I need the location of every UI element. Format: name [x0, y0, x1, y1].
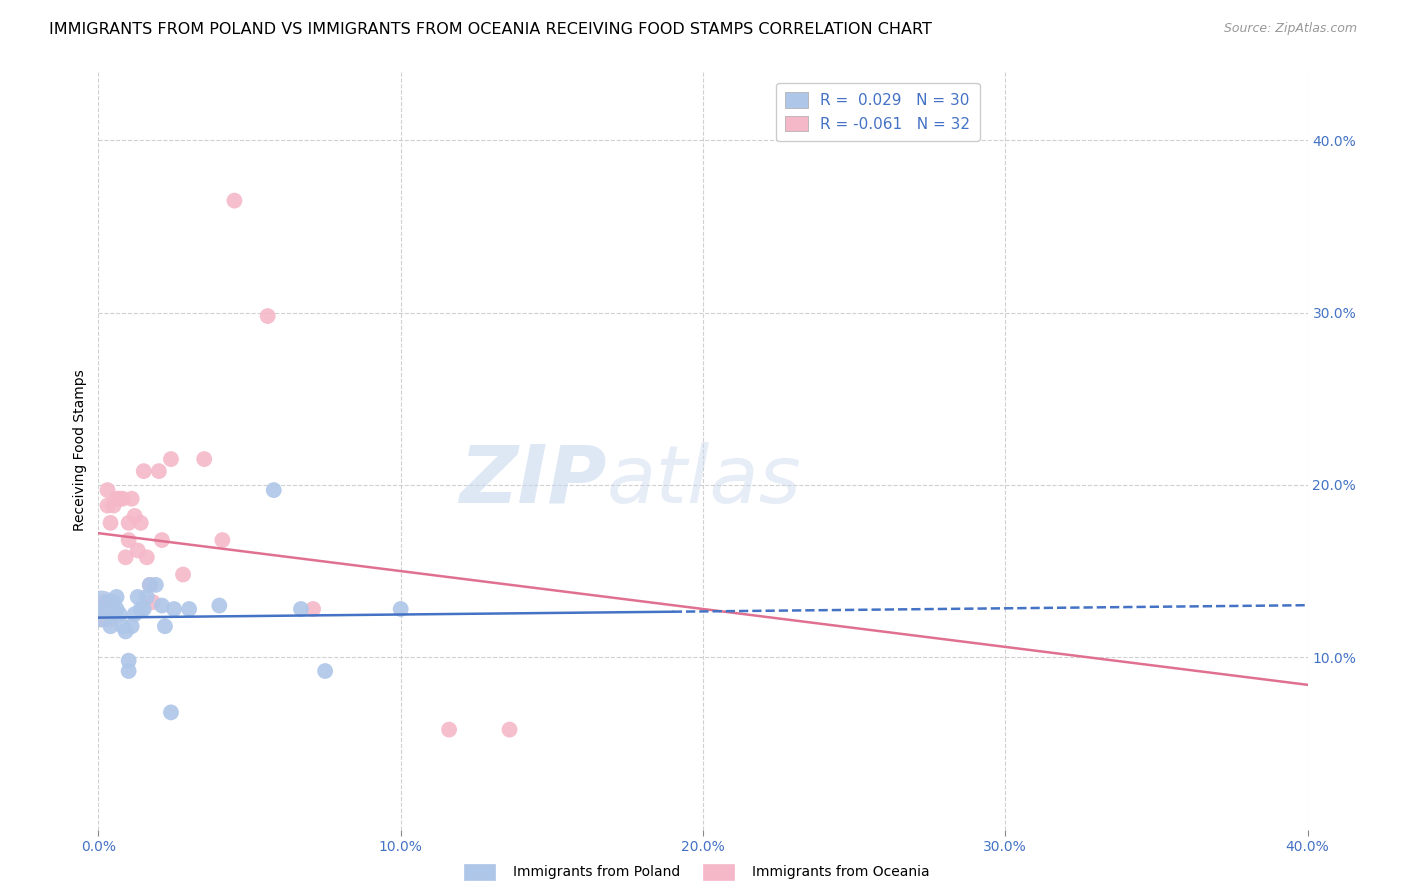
- Point: [100, 602, 122, 616]
- Text: Immigrants from Oceania: Immigrants from Oceania: [752, 865, 929, 880]
- Point: [118, 654, 141, 668]
- Point: [498, 723, 520, 737]
- Point: [108, 491, 131, 506]
- Point: [437, 723, 460, 737]
- Point: [163, 602, 186, 616]
- Point: [108, 607, 131, 622]
- Point: [105, 491, 128, 506]
- Point: [153, 619, 176, 633]
- Point: [179, 602, 201, 616]
- Point: [139, 578, 162, 592]
- Point: [100, 619, 122, 633]
- Point: [302, 602, 325, 616]
- Legend: R =  0.029   N = 30, R = -0.061   N = 32: R = 0.029 N = 30, R = -0.061 N = 32: [776, 83, 980, 141]
- Point: [93, 602, 115, 616]
- Point: [118, 664, 141, 678]
- Point: [124, 607, 146, 622]
- Point: [124, 508, 146, 523]
- Text: IMMIGRANTS FROM POLAND VS IMMIGRANTS FROM OCEANIA RECEIVING FOOD STAMPS CORRELAT: IMMIGRANTS FROM POLAND VS IMMIGRANTS FRO…: [49, 22, 932, 37]
- Point: [96, 483, 118, 497]
- Text: atlas: atlas: [606, 442, 801, 520]
- Point: [145, 578, 167, 592]
- Point: [93, 595, 115, 609]
- Point: [103, 595, 125, 609]
- Point: [103, 499, 125, 513]
- Point: [127, 543, 149, 558]
- Point: [256, 309, 278, 323]
- Point: [129, 516, 152, 530]
- Point: [127, 590, 149, 604]
- Point: [132, 464, 155, 478]
- Point: [139, 578, 162, 592]
- Text: Immigrants from Poland: Immigrants from Poland: [513, 865, 681, 880]
- Point: [150, 599, 173, 613]
- Point: [96, 595, 118, 609]
- Point: [135, 590, 157, 604]
- Point: [142, 595, 165, 609]
- Point: [290, 602, 312, 616]
- Point: [211, 533, 233, 547]
- Point: [105, 590, 128, 604]
- Point: [150, 533, 173, 547]
- Text: ZIP: ZIP: [458, 442, 606, 520]
- Point: [100, 516, 122, 530]
- Point: [111, 619, 134, 633]
- Point: [135, 550, 157, 565]
- Point: [314, 664, 336, 678]
- Point: [96, 499, 118, 513]
- Point: [193, 452, 215, 467]
- Y-axis label: Receiving Food Stamps: Receiving Food Stamps: [73, 369, 87, 532]
- Point: [90, 612, 112, 626]
- Point: [208, 599, 231, 613]
- Point: [121, 619, 143, 633]
- Point: [114, 550, 136, 565]
- Point: [118, 516, 141, 530]
- Point: [263, 483, 285, 497]
- Point: [129, 602, 152, 616]
- Point: [105, 602, 128, 616]
- Point: [118, 533, 141, 547]
- Point: [100, 612, 122, 626]
- Point: [148, 464, 170, 478]
- Point: [160, 706, 183, 720]
- Point: [132, 602, 155, 616]
- Point: [389, 602, 412, 616]
- Point: [121, 491, 143, 506]
- Point: [90, 602, 112, 616]
- Point: [111, 491, 134, 506]
- Point: [224, 194, 246, 208]
- Point: [114, 624, 136, 639]
- Point: [160, 452, 183, 467]
- Point: [172, 567, 194, 582]
- Text: Source: ZipAtlas.com: Source: ZipAtlas.com: [1223, 22, 1357, 36]
